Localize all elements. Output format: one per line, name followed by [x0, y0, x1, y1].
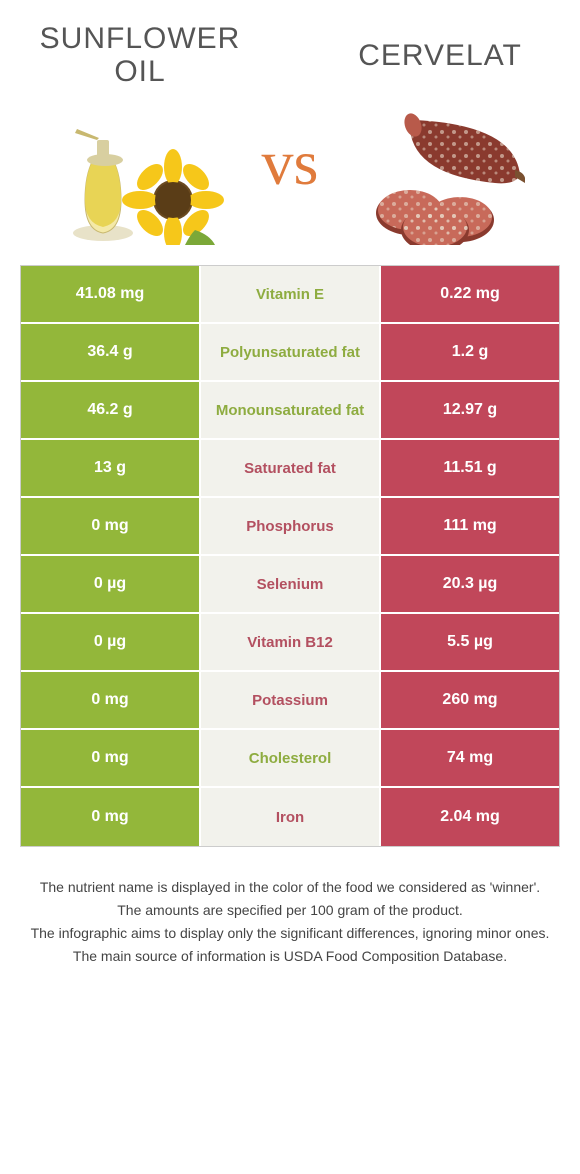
cervelat-icon	[355, 105, 525, 245]
nutrient-label: Cholesterol	[201, 730, 379, 786]
table-row: 0 mgCholesterol74 mg	[21, 730, 559, 788]
value-right: 20.3 µg	[379, 556, 559, 612]
food-right-title: Cervelat	[358, 20, 522, 90]
value-right: 111 mg	[379, 498, 559, 554]
value-left: 13 g	[21, 440, 201, 496]
table-row: 0 mgPotassium260 mg	[21, 672, 559, 730]
value-right: 74 mg	[379, 730, 559, 786]
value-right: 5.5 µg	[379, 614, 559, 670]
value-left: 0 mg	[21, 788, 201, 846]
value-left: 0 mg	[21, 672, 201, 728]
value-left: 0 mg	[21, 498, 201, 554]
value-left: 46.2 g	[21, 382, 201, 438]
value-left: 0 µg	[21, 614, 201, 670]
nutrient-label: Saturated fat	[201, 440, 379, 496]
vs-label: vs	[262, 126, 319, 200]
comparison-header: Sunfloweroil	[20, 20, 560, 255]
footer-line: The nutrient name is displayed in the co…	[30, 877, 550, 898]
nutrient-label: Potassium	[201, 672, 379, 728]
nutrient-label: Polyunsaturated fat	[201, 324, 379, 380]
value-right: 2.04 mg	[379, 788, 559, 846]
footer-line: The amounts are specified per 100 gram o…	[30, 900, 550, 921]
sunflower-oil-icon	[55, 105, 225, 245]
nutrient-label: Phosphorus	[201, 498, 379, 554]
nutrient-label: Monounsaturated fat	[201, 382, 379, 438]
table-row: 36.4 gPolyunsaturated fat1.2 g	[21, 324, 559, 382]
food-left-title: Sunfloweroil	[40, 20, 241, 90]
table-row: 0 mgPhosphorus111 mg	[21, 498, 559, 556]
value-left: 36.4 g	[21, 324, 201, 380]
nutrient-label: Selenium	[201, 556, 379, 612]
footer-line: The main source of information is USDA F…	[30, 946, 550, 967]
value-right: 260 mg	[379, 672, 559, 728]
nutrient-label: Vitamin B12	[201, 614, 379, 670]
value-left: 41.08 mg	[21, 266, 201, 322]
value-right: 12.97 g	[379, 382, 559, 438]
value-left: 0 µg	[21, 556, 201, 612]
nutrient-table: 41.08 mgVitamin E0.22 mg36.4 gPolyunsatu…	[20, 265, 560, 847]
food-left: Sunfloweroil	[40, 20, 240, 245]
table-row: 0 µgSelenium20.3 µg	[21, 556, 559, 614]
value-left: 0 mg	[21, 730, 201, 786]
food-right: Cervelat	[340, 20, 540, 245]
value-right: 1.2 g	[379, 324, 559, 380]
value-right: 11.51 g	[379, 440, 559, 496]
footer-notes: The nutrient name is displayed in the co…	[20, 877, 560, 967]
table-row: 0 mgIron2.04 mg	[21, 788, 559, 846]
table-row: 0 µgVitamin B125.5 µg	[21, 614, 559, 672]
value-right: 0.22 mg	[379, 266, 559, 322]
table-row: 13 gSaturated fat11.51 g	[21, 440, 559, 498]
nutrient-label: Iron	[201, 788, 379, 846]
table-row: 46.2 gMonounsaturated fat12.97 g	[21, 382, 559, 440]
footer-line: The infographic aims to display only the…	[30, 923, 550, 944]
table-row: 41.08 mgVitamin E0.22 mg	[21, 266, 559, 324]
nutrient-label: Vitamin E	[201, 266, 379, 322]
